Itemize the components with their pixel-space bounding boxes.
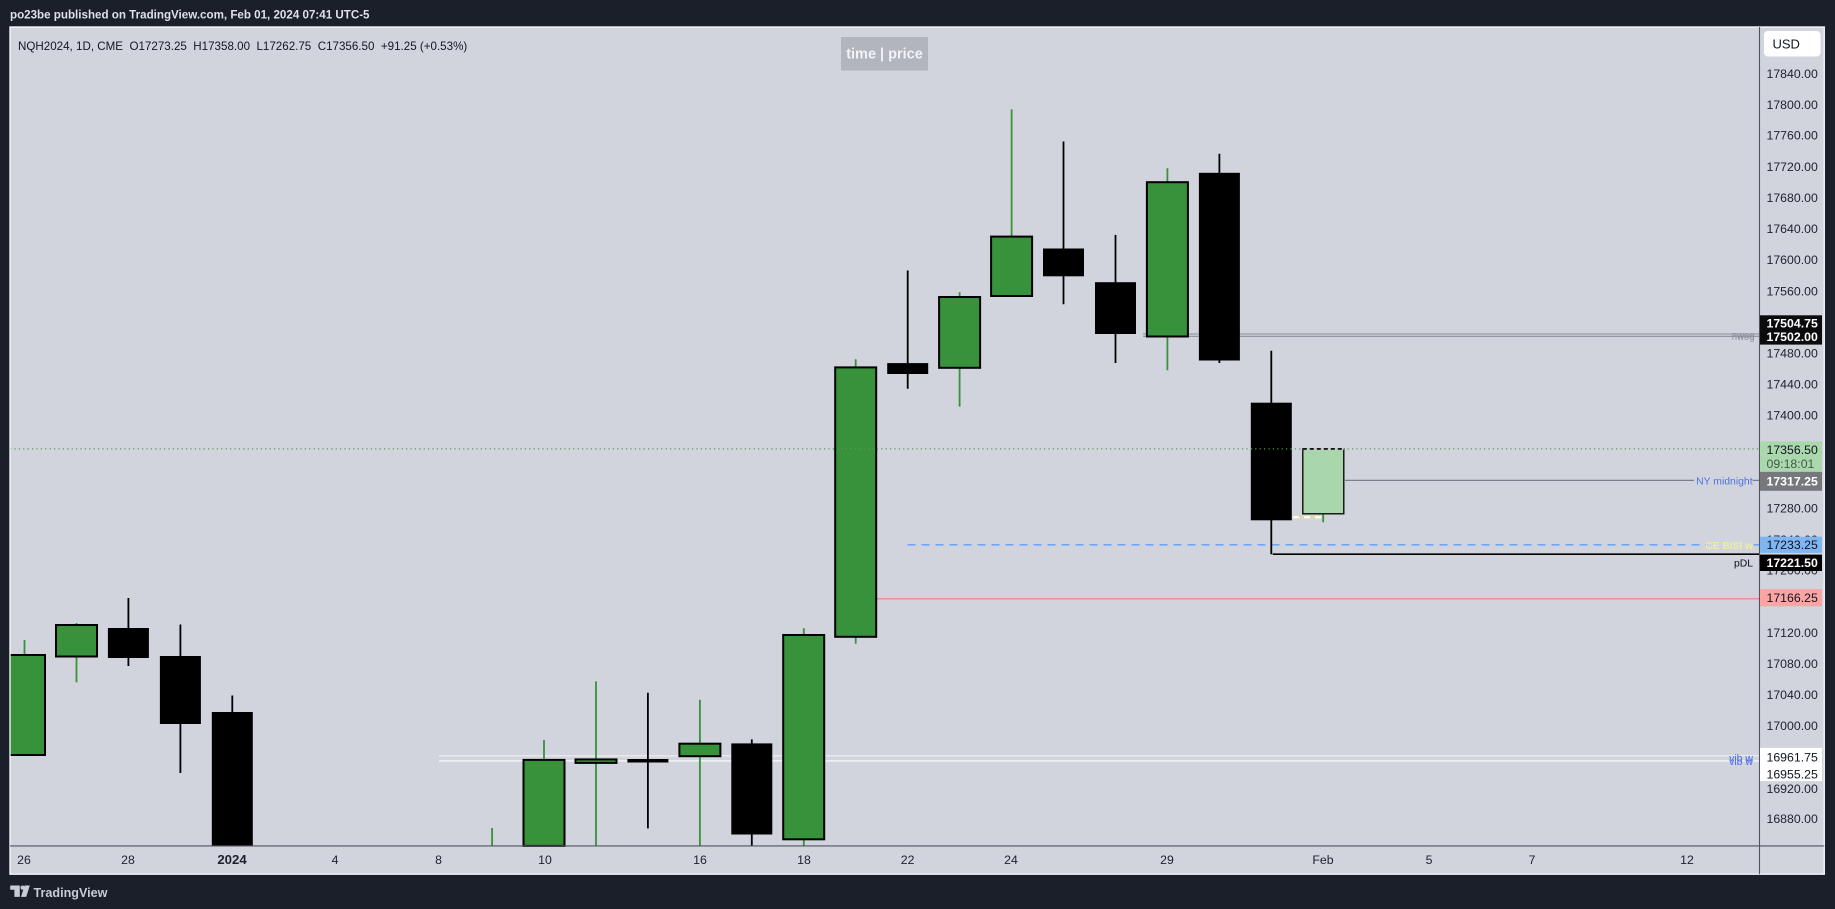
- svg-text:5: 5: [1426, 853, 1433, 867]
- svg-text:Feb: Feb: [1312, 853, 1333, 867]
- svg-text:17560.00: 17560.00: [1767, 284, 1818, 298]
- svg-text:24: 24: [1004, 853, 1018, 867]
- svg-text:18: 18: [797, 853, 811, 867]
- svg-text:17720.00: 17720.00: [1767, 160, 1818, 174]
- svg-text:po23be published on TradingVie: po23be published on TradingView.com, Feb…: [10, 9, 370, 22]
- svg-text:17840.00: 17840.00: [1767, 67, 1818, 81]
- svg-text:16: 16: [693, 853, 707, 867]
- svg-text:16955.25: 16955.25: [1767, 767, 1818, 781]
- svg-text:nwog: nwog: [1732, 332, 1755, 343]
- svg-text:16880.00: 16880.00: [1767, 812, 1818, 826]
- svg-text:4: 4: [332, 853, 339, 867]
- svg-text:time | price: time | price: [846, 47, 923, 63]
- svg-text:USD: USD: [1773, 37, 1800, 52]
- svg-text:17080.00: 17080.00: [1767, 657, 1818, 671]
- svg-text:TradingView: TradingView: [34, 886, 108, 900]
- svg-text:17600.00: 17600.00: [1767, 253, 1818, 267]
- svg-text:17480.00: 17480.00: [1767, 346, 1818, 360]
- svg-text:17800.00: 17800.00: [1767, 98, 1818, 112]
- svg-text:8: 8: [435, 853, 442, 867]
- svg-text:10: 10: [538, 853, 552, 867]
- svg-text:16920.00: 16920.00: [1767, 782, 1818, 796]
- svg-text:22: 22: [901, 853, 915, 867]
- svg-text:17504.75: 17504.75: [1767, 316, 1818, 330]
- svg-text:26: 26: [17, 853, 31, 867]
- svg-text:29: 29: [1160, 853, 1174, 867]
- svg-text:17502.00: 17502.00: [1767, 330, 1818, 344]
- svg-text:17000.00: 17000.00: [1767, 719, 1818, 733]
- svg-text:7: 7: [1529, 853, 1536, 867]
- svg-text:vib w: vib w: [1729, 756, 1753, 768]
- svg-text:17356.50: 17356.50: [1767, 443, 1818, 457]
- svg-text:17400.00: 17400.00: [1767, 409, 1818, 423]
- svg-text:17221.50: 17221.50: [1767, 556, 1818, 570]
- svg-text:2024: 2024: [217, 852, 247, 867]
- svg-text:17120.00: 17120.00: [1767, 626, 1818, 640]
- svg-text:12: 12: [1680, 853, 1694, 867]
- svg-text:17640.00: 17640.00: [1767, 222, 1818, 236]
- svg-text:17166.25: 17166.25: [1767, 591, 1818, 605]
- svg-text:pDL: pDL: [1734, 558, 1753, 569]
- svg-text:NQH2024, 1D, CME O17273.25 H: NQH2024, 1D, CME O17273.25 H17358.00 L17…: [18, 40, 467, 53]
- svg-text:17440.00: 17440.00: [1767, 378, 1818, 392]
- svg-text:17680.00: 17680.00: [1767, 191, 1818, 205]
- svg-text:28: 28: [121, 853, 135, 867]
- svg-text:17317.25: 17317.25: [1767, 475, 1818, 489]
- svg-text:17280.00: 17280.00: [1767, 502, 1818, 516]
- svg-text:17760.00: 17760.00: [1767, 129, 1818, 143]
- svg-text:vib w: vib w: [1729, 753, 1753, 765]
- svg-text:17040.00: 17040.00: [1767, 688, 1818, 702]
- svg-text:17233.25: 17233.25: [1767, 538, 1818, 552]
- svg-text:09:18:01: 09:18:01: [1767, 457, 1815, 471]
- svg-text:nwog: nwog: [1732, 330, 1755, 341]
- svg-text:CE BISI w: CE BISI w: [1705, 541, 1753, 552]
- svg-text:16961.75: 16961.75: [1767, 750, 1818, 764]
- svg-text:NY midnight: NY midnight: [1696, 476, 1753, 487]
